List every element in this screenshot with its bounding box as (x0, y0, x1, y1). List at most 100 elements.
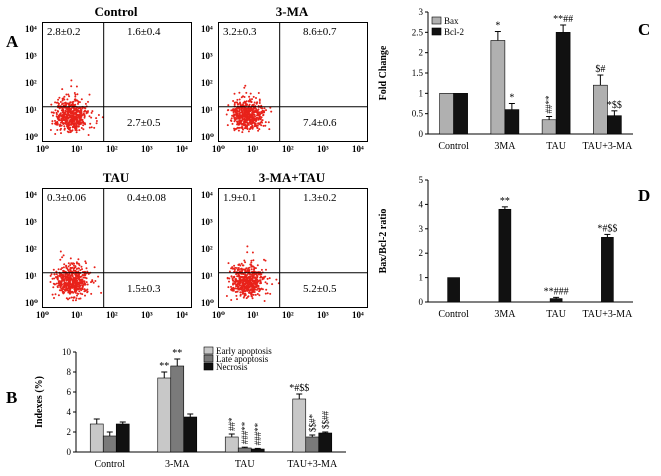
flow-event-dot (230, 120, 233, 122)
flow-event-dot (69, 108, 72, 110)
flow-event-dot (74, 115, 77, 118)
flow-event-dot (77, 125, 80, 128)
flow-x-tick-label: 10¹ (247, 144, 259, 154)
flow-event-dot (242, 101, 245, 104)
flow-event-dot (256, 293, 259, 295)
flow-event-dot (256, 101, 259, 104)
flow-event-dot (246, 289, 249, 292)
flow-event-dot (230, 299, 233, 301)
flow-event-dot (56, 129, 59, 131)
flow-y-tick-label: 10⁴ (201, 24, 213, 34)
flow-event-dot (58, 289, 61, 292)
flow-event-dot (78, 275, 81, 278)
flow-event-dot (81, 274, 84, 277)
flow-event-dot (246, 127, 249, 130)
flow-event-dot (254, 117, 257, 120)
flow-event-dot (81, 114, 84, 116)
flow-event-dot (68, 276, 71, 279)
flow-event-dot (263, 107, 266, 110)
flow-event-dot (245, 297, 248, 300)
flow-event-dot (54, 119, 56, 122)
flow-event-dot (61, 115, 64, 118)
flow-event-dot (67, 103, 70, 106)
flow-event-dot (233, 264, 236, 267)
flow-event-dot (260, 273, 263, 276)
flow-event-dot (74, 287, 77, 290)
flow-event-dot (238, 274, 241, 277)
flow-event-dot (254, 115, 256, 118)
x-tick-label: TAU+3-MA (287, 459, 338, 470)
flow-event-dot (243, 275, 245, 278)
flow-event-dot (239, 294, 242, 297)
significance-marker: ###** (253, 422, 263, 445)
flow-event-dot (61, 290, 64, 293)
y-axis-label: Indexes (%) (34, 376, 45, 428)
flow-x-tick-label: 10⁰ (212, 310, 225, 320)
flow-event-dot (79, 292, 82, 295)
flow-event-dot (251, 293, 253, 296)
flow-event-dot (81, 288, 84, 291)
flow-event-dot (69, 129, 72, 132)
flow-event-dot (97, 114, 100, 116)
flow-event-dot (62, 97, 65, 100)
bar-value (498, 208, 512, 303)
flow-event-dot (66, 119, 69, 122)
flow-event-dot (97, 285, 100, 288)
flow-event-dot (230, 275, 233, 278)
flow-event-dot (64, 116, 67, 119)
flow-event-dot (240, 126, 243, 129)
flow-event-dot (69, 264, 72, 266)
flow-event-dot (257, 112, 260, 115)
flow-event-dot (247, 130, 250, 133)
flow-event-dot (230, 267, 233, 270)
flow-event-dot (244, 118, 247, 121)
significance-marker: **### (544, 286, 569, 297)
flow-event-dot (77, 258, 80, 261)
flow-event-dot (234, 279, 237, 282)
flow-event-dot (81, 119, 84, 122)
x-tick-label: TAU (546, 141, 567, 152)
flow-event-dot (77, 262, 80, 265)
flow-event-dot (52, 114, 54, 117)
flow-event-dot (246, 270, 248, 273)
flow-event-dot (55, 273, 58, 276)
flow-event-dot (72, 264, 75, 267)
flow-event-dot (63, 291, 66, 294)
y-tick-label: 2 (67, 427, 72, 437)
flow-event-dot (95, 122, 98, 125)
flow-event-dot (251, 98, 253, 101)
flow-event-dot (90, 126, 93, 129)
flow-event-dot (84, 102, 87, 105)
flow-event-dot (257, 129, 260, 132)
flow-x-tick-label: 10¹ (71, 144, 83, 154)
flow-y-tick-label: 10³ (201, 51, 213, 61)
flow-event-dot (233, 270, 236, 273)
flow-event-dot (228, 280, 230, 283)
panel-letter-b: B (6, 388, 18, 407)
flow-event-dot (67, 122, 70, 125)
flow-event-dot (251, 287, 254, 290)
flow-event-dot (78, 101, 81, 104)
significance-marker: * (509, 93, 514, 104)
significance-marker: ##** (544, 95, 554, 114)
flow-event-dot (237, 107, 240, 110)
flow-event-dot (87, 100, 89, 103)
significance-marker: $# (595, 64, 605, 75)
flow-event-dot (249, 275, 252, 278)
flow-event-dot (75, 297, 78, 300)
flow-x-tick-label: 10⁴ (352, 310, 364, 320)
flow-event-dot (67, 117, 70, 120)
flow-event-dot (63, 286, 66, 289)
flow-event-dot (66, 108, 68, 110)
flow-event-dot (93, 266, 96, 269)
flow-event-dot (244, 124, 247, 127)
flow-event-dot (87, 272, 90, 275)
flow-event-dot (93, 126, 96, 129)
flow-event-dot (69, 126, 72, 129)
flow-y-tick-label: 10¹ (201, 105, 213, 115)
flow-event-dot (88, 115, 91, 118)
flow-event-dot (232, 100, 235, 102)
flow-event-dot (238, 126, 241, 129)
flow-event-dot (252, 276, 255, 279)
flow-event-dot (267, 121, 270, 124)
